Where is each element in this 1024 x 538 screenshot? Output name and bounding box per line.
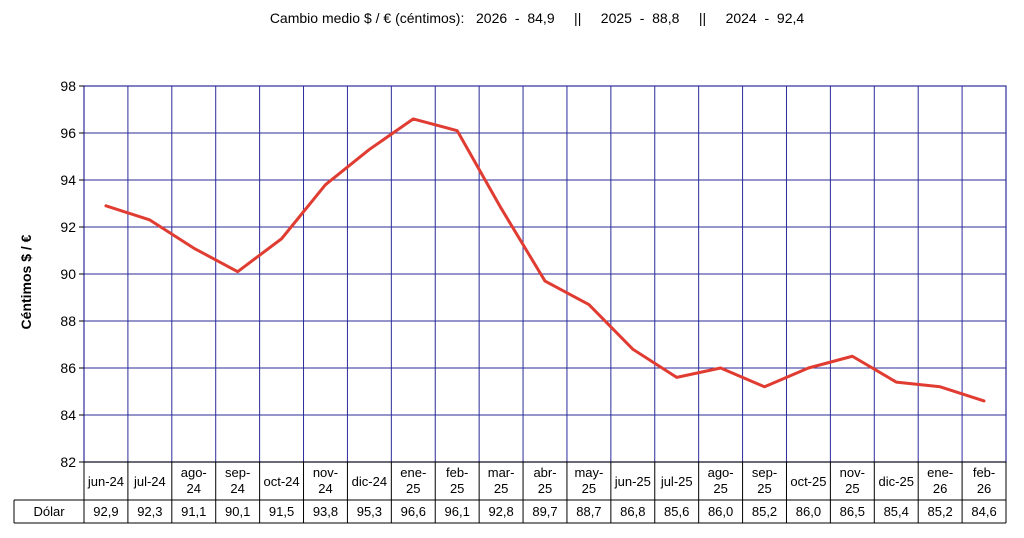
data-label: 86,0	[708, 504, 733, 519]
x-tick-label: sep-	[225, 465, 250, 480]
x-tick-label: jun-25	[614, 474, 651, 489]
x-tick-label: 24	[230, 481, 244, 496]
data-point	[675, 376, 678, 379]
data-point	[456, 129, 458, 132]
x-tick-label: feb-	[446, 465, 468, 480]
data-point	[807, 367, 810, 369]
x-tick-label: jul-25	[660, 474, 693, 489]
data-label: 91,5	[269, 504, 294, 519]
y-tick-label: 94	[60, 172, 76, 188]
x-tick-label: 26	[933, 481, 947, 496]
y-tick-label: 82	[60, 454, 76, 470]
x-tick-label: abr-	[533, 465, 556, 480]
x-tick-label: nov-	[313, 465, 338, 480]
x-tick-label: 25	[582, 481, 596, 496]
x-tick-label: 25	[845, 481, 859, 496]
data-point	[192, 247, 195, 249]
data-label: 96,1	[445, 504, 470, 519]
x-tick-label: mar-	[488, 465, 515, 480]
series-line	[104, 117, 986, 403]
data-point	[500, 207, 502, 209]
chart-title: Cambio medio $ / € (céntimos): 2026 - 84…	[270, 10, 805, 26]
x-tick-label: 25	[450, 481, 464, 496]
x-tick-label: oct-24	[264, 474, 300, 489]
x-tick-label: ene-	[400, 465, 426, 480]
data-label: 95,3	[357, 504, 382, 519]
data-point	[939, 386, 941, 388]
gridlines	[83, 85, 1007, 463]
series-dolar	[104, 117, 986, 403]
data-point	[588, 303, 590, 306]
x-tick-label: nov-	[840, 465, 865, 480]
data-label: 85,4	[884, 504, 909, 519]
data-label: 89,7	[532, 504, 557, 519]
data-point	[544, 280, 546, 282]
y-tick-label: 90	[60, 266, 76, 282]
data-point	[895, 381, 898, 383]
data-point	[236, 270, 239, 273]
y-tick-label: 86	[60, 360, 76, 376]
data-label: 90,1	[225, 504, 250, 519]
x-tick-label: dic-24	[352, 474, 387, 489]
x-tick-label: dic-25	[879, 474, 914, 489]
y-tick-label: 92	[60, 219, 76, 235]
x-tick-label: ene-	[927, 465, 953, 480]
data-point	[763, 386, 766, 388]
data-label: 91,1	[181, 504, 206, 519]
data-point	[983, 400, 985, 402]
x-tick-label: 25	[538, 481, 552, 496]
x-tick-label: feb-	[973, 465, 995, 480]
y-axis-label: Céntimos $ / €	[18, 234, 34, 329]
data-label: 85,2	[927, 504, 952, 519]
x-tick-label: 25	[494, 481, 508, 496]
x-tick-label: 25	[713, 481, 727, 496]
x-tick-label: sep-	[752, 465, 777, 480]
x-tick-label: jun-24	[87, 474, 124, 489]
data-point	[324, 183, 327, 186]
x-tick-label: oct-25	[790, 474, 826, 489]
data-label: 85,6	[664, 504, 689, 519]
x-tick-label: 25	[757, 481, 771, 496]
data-point	[719, 367, 722, 369]
data-point	[632, 348, 634, 351]
data-point	[105, 205, 107, 207]
data-label: 86,5	[840, 504, 865, 519]
y-tick-label: 96	[60, 125, 76, 141]
data-point	[149, 219, 151, 221]
data-label: 86,8	[620, 504, 645, 519]
y-tick-label: 84	[60, 407, 76, 423]
data-point	[280, 237, 283, 240]
series-name-label: Dólar	[33, 504, 65, 519]
y-tick-label: 88	[60, 313, 76, 329]
x-tick-label: 24	[187, 481, 201, 496]
data-label: 86,0	[796, 504, 821, 519]
data-point	[412, 118, 415, 120]
data-label: 92,8	[488, 504, 513, 519]
data-label: 92,3	[137, 504, 162, 519]
x-tick-label: 26	[977, 481, 991, 496]
data-point	[368, 148, 371, 151]
data-label: 93,8	[313, 504, 338, 519]
x-tick-label: jul-24	[133, 474, 166, 489]
data-label: 92,9	[93, 504, 118, 519]
data-point	[851, 355, 854, 358]
y-axis-ticks: 82 84 86 88 90 92 94 96 98	[60, 78, 84, 470]
data-label: 84,6	[971, 504, 996, 519]
x-tick-label: 24	[318, 481, 332, 496]
x-tick-label: ago-	[181, 465, 207, 480]
data-label: 88,7	[576, 504, 601, 519]
x-tick-label: ago-	[708, 465, 734, 480]
y-tick-label: 98	[60, 78, 76, 94]
x-tick-label: may-	[574, 465, 603, 480]
data-label: 96,6	[401, 504, 426, 519]
x-tick-label: 25	[406, 481, 420, 496]
data-label: 85,2	[752, 504, 777, 519]
